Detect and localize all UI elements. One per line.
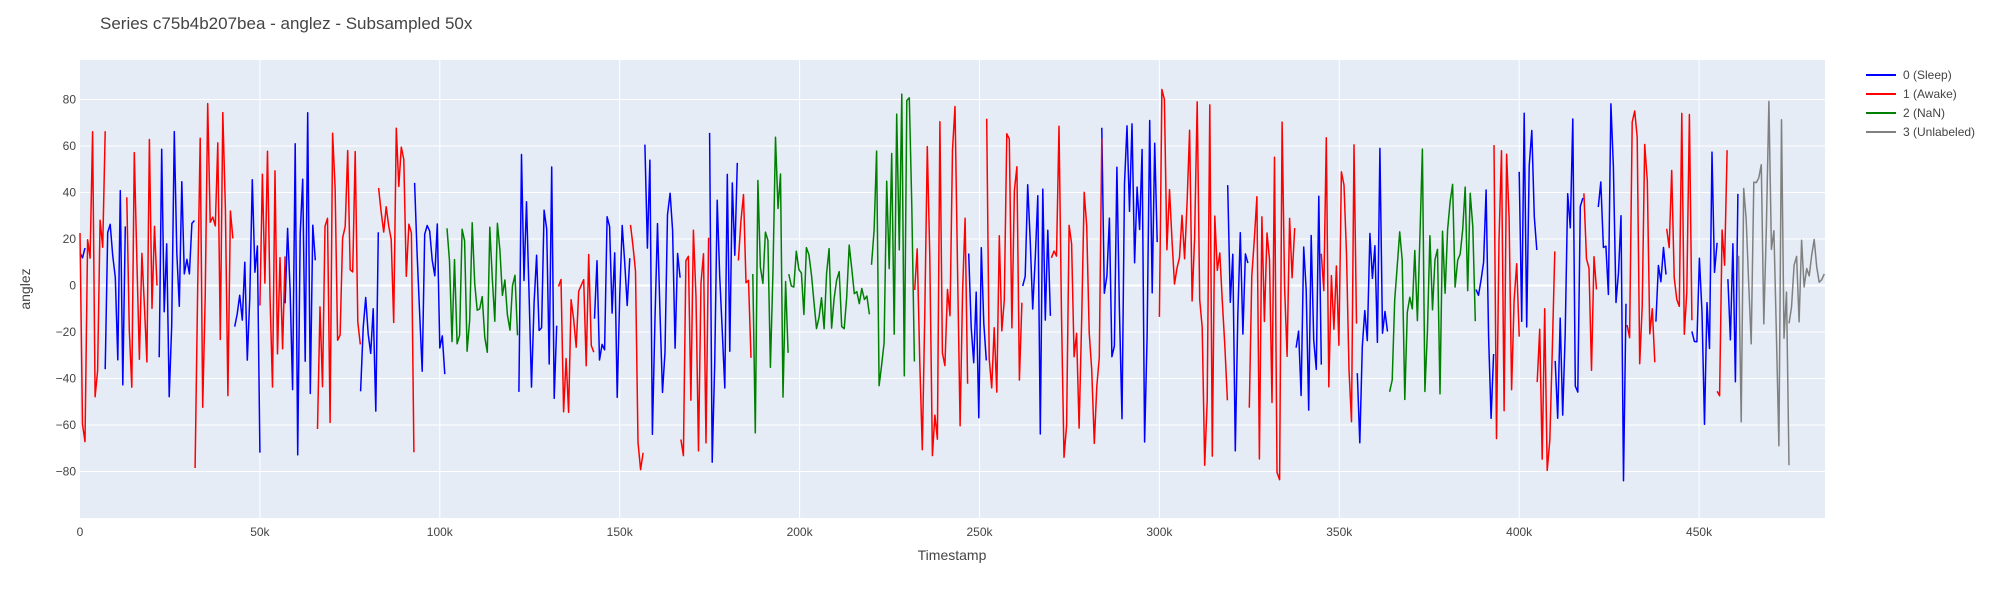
series-1-line xyxy=(1583,193,1598,372)
series-1-line xyxy=(1626,110,1656,365)
series-0-line xyxy=(1727,193,1739,383)
x-axis-title: Timestamp xyxy=(918,547,987,563)
series-0-line xyxy=(1597,103,1627,482)
series-0-line xyxy=(1655,246,1667,322)
y-tick-label: −20 xyxy=(56,325,77,339)
series-0-line xyxy=(708,132,739,463)
x-tick-label: 400k xyxy=(1506,525,1533,539)
y-tick-label: −40 xyxy=(56,372,77,386)
series-0-line xyxy=(233,178,261,453)
y-gridlines xyxy=(80,99,1825,473)
x-tick-label: 0 xyxy=(77,525,84,539)
series-0-line xyxy=(1691,151,1718,426)
series-0-line xyxy=(593,216,631,399)
series-0-line xyxy=(1475,189,1495,420)
series-2-line xyxy=(752,136,789,434)
chart-title: Series c75b4b207bea - anglez - Subsample… xyxy=(100,14,473,33)
series-1-line xyxy=(1716,150,1728,397)
x-tick-label: 450k xyxy=(1686,525,1713,539)
series-layer xyxy=(79,88,1825,482)
series-0-line xyxy=(104,189,127,386)
legend-item-0[interactable]: 0 (Sleep) xyxy=(1866,68,1952,82)
y-tick-label: 0 xyxy=(69,279,76,293)
series-1-line xyxy=(259,150,286,388)
series-1-line xyxy=(1248,121,1296,481)
x-tick-label: 50k xyxy=(250,525,270,539)
series-0-line xyxy=(1021,184,1052,435)
y-tick-label: 80 xyxy=(63,93,77,107)
series-0-line xyxy=(518,153,558,400)
y-axis-title: anglez xyxy=(17,268,33,309)
series-0-line xyxy=(1518,112,1538,328)
series-0-line xyxy=(1101,119,1158,443)
series-1-line xyxy=(126,138,158,388)
x-tick-label: 100k xyxy=(427,525,454,539)
series-1-line xyxy=(1493,145,1520,440)
y-tick-label: −80 xyxy=(56,465,77,479)
series-1-line xyxy=(913,105,969,457)
series-1-line xyxy=(377,127,415,453)
series-0-line xyxy=(1356,147,1389,444)
series-1-line xyxy=(1158,88,1229,467)
x-tick-label: 250k xyxy=(966,525,993,539)
y-axis-ticks: −80 −60 −40 −20 0 20 40 60 80 xyxy=(56,93,77,479)
series-0-line xyxy=(413,182,446,375)
series-1 xyxy=(79,88,1728,481)
x-tick-label: 150k xyxy=(607,525,634,539)
legend-item-2[interactable]: 2 (NaN) xyxy=(1866,106,1945,120)
series-1-line xyxy=(629,224,644,471)
series-1-line xyxy=(194,102,234,469)
y-tick-label: −60 xyxy=(56,418,77,432)
y-tick-label: 60 xyxy=(63,139,77,153)
series-1-line xyxy=(680,229,710,457)
series-0-line xyxy=(158,130,195,398)
legend-label: 1 (Awake) xyxy=(1903,87,1957,101)
legend-label: 2 (NaN) xyxy=(1903,106,1945,120)
series-1-line xyxy=(1536,251,1556,472)
series-1-line xyxy=(316,132,362,430)
series-1-line xyxy=(79,131,106,443)
series-1-line xyxy=(557,253,595,414)
y-tick-label: 20 xyxy=(63,232,77,246)
x-axis-ticks: 0 50k 100k 150k 200k 250k 300k 350k 400k 450k xyxy=(77,525,1713,539)
series-2-line xyxy=(870,93,916,387)
series-2-line xyxy=(1388,148,1477,401)
series-2 xyxy=(446,93,1477,434)
y-tick-label: 40 xyxy=(63,186,77,200)
x-tick-label: 350k xyxy=(1326,525,1353,539)
legend-label: 3 (Unlabeled) xyxy=(1903,125,1975,139)
series-0-line xyxy=(644,144,681,436)
plot-area xyxy=(80,60,1825,518)
series-2-line xyxy=(788,244,871,330)
series-0-line xyxy=(359,232,380,412)
legend-item-1[interactable]: 1 (Awake) xyxy=(1866,87,1957,101)
series-0 xyxy=(79,103,1739,482)
series-1-line xyxy=(1050,125,1103,459)
series-3-line xyxy=(1788,238,1825,324)
series-2-line xyxy=(446,222,519,354)
series-0-line xyxy=(1554,118,1584,419)
series-0-line xyxy=(284,111,317,456)
legend-item-3[interactable]: 3 (Unlabeled) xyxy=(1866,125,1975,139)
x-tick-label: 200k xyxy=(787,525,814,539)
x-tick-label: 300k xyxy=(1146,525,1173,539)
series-3 xyxy=(1737,100,1825,466)
series-0-line xyxy=(1226,185,1249,452)
series-1-line xyxy=(985,118,1023,393)
legend-label: 0 (Sleep) xyxy=(1903,68,1952,82)
series-1-line xyxy=(1665,112,1693,336)
legend[interactable]: 0 (Sleep) 1 (Awake) 2 (NaN) 3 (Unlabeled) xyxy=(1866,68,1975,139)
series-1-line xyxy=(737,193,752,358)
series-3-line xyxy=(1737,100,1790,466)
series-0-line xyxy=(1295,195,1323,411)
series-0-line xyxy=(967,246,988,419)
series-1-line xyxy=(1320,136,1358,423)
